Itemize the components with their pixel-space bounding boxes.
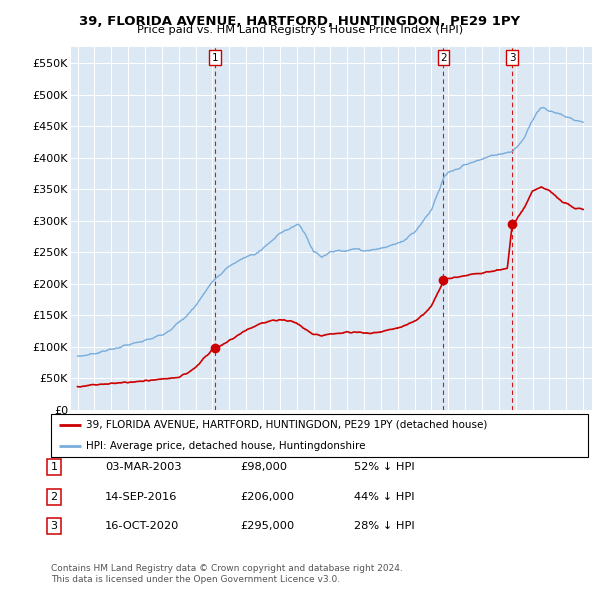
Text: This data is licensed under the Open Government Licence v3.0.: This data is licensed under the Open Gov…: [51, 575, 340, 584]
Text: 1: 1: [212, 53, 218, 63]
Text: 14-SEP-2016: 14-SEP-2016: [105, 492, 178, 502]
Text: Contains HM Land Registry data © Crown copyright and database right 2024.: Contains HM Land Registry data © Crown c…: [51, 565, 403, 573]
Text: 39, FLORIDA AVENUE, HARTFORD, HUNTINGDON, PE29 1PY (detached house): 39, FLORIDA AVENUE, HARTFORD, HUNTINGDON…: [86, 420, 487, 430]
Text: £206,000: £206,000: [240, 492, 294, 502]
Text: 16-OCT-2020: 16-OCT-2020: [105, 522, 179, 531]
Text: 2: 2: [50, 492, 58, 502]
Text: 3: 3: [50, 522, 58, 531]
Text: 52% ↓ HPI: 52% ↓ HPI: [354, 463, 415, 472]
Text: 3: 3: [509, 53, 515, 63]
Text: 2: 2: [440, 53, 447, 63]
Text: 1: 1: [50, 463, 58, 472]
Text: £295,000: £295,000: [240, 522, 294, 531]
Text: Price paid vs. HM Land Registry's House Price Index (HPI): Price paid vs. HM Land Registry's House …: [137, 25, 463, 35]
Text: HPI: Average price, detached house, Huntingdonshire: HPI: Average price, detached house, Hunt…: [86, 441, 365, 451]
Text: 44% ↓ HPI: 44% ↓ HPI: [354, 492, 415, 502]
Text: 28% ↓ HPI: 28% ↓ HPI: [354, 522, 415, 531]
Text: 03-MAR-2003: 03-MAR-2003: [105, 463, 182, 472]
Text: 39, FLORIDA AVENUE, HARTFORD, HUNTINGDON, PE29 1PY: 39, FLORIDA AVENUE, HARTFORD, HUNTINGDON…: [79, 15, 521, 28]
Text: £98,000: £98,000: [240, 463, 287, 472]
